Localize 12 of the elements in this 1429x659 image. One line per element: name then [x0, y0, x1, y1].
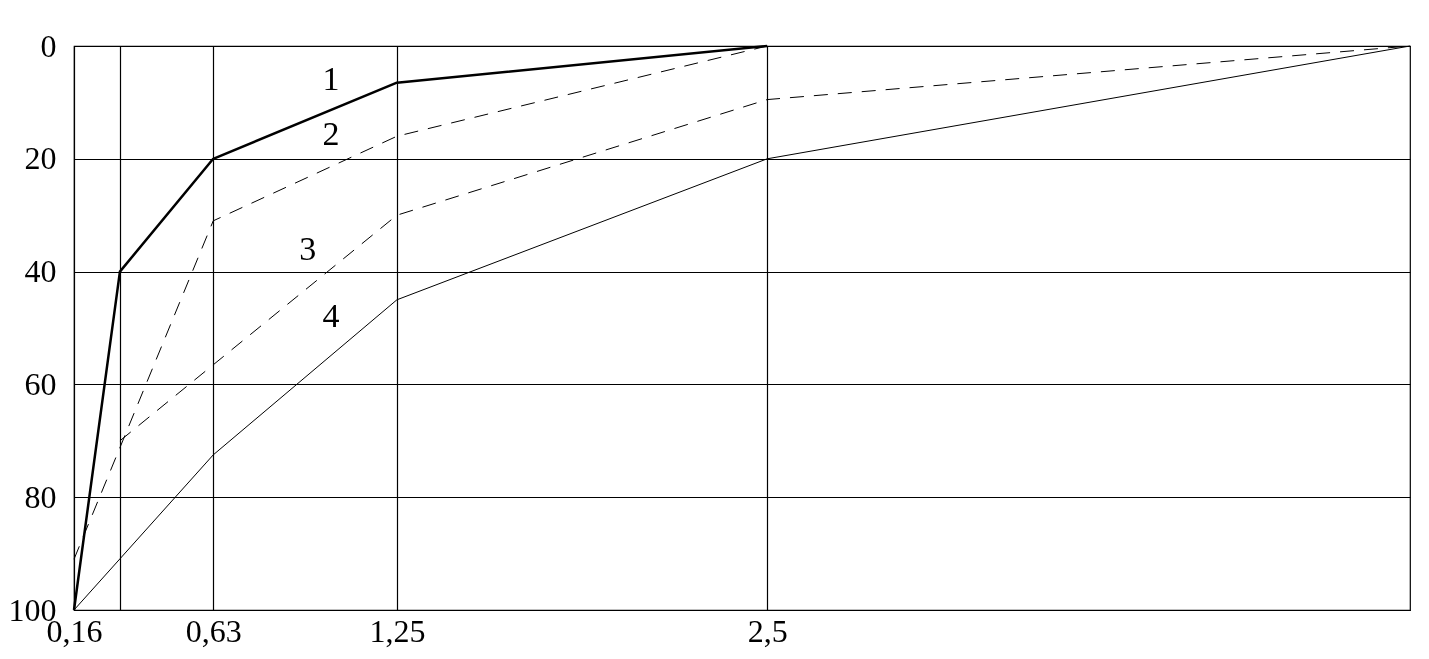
- y-tick-label: 80: [24, 478, 57, 515]
- series-label: 1: [322, 59, 340, 97]
- y-tick-label: 60: [24, 365, 57, 402]
- x-tick-label: 2,5: [747, 612, 788, 649]
- series-label: 3: [299, 229, 317, 267]
- series-label: 2: [322, 115, 340, 153]
- series-label: 4: [322, 296, 340, 334]
- x-tick-label: 0,63: [185, 612, 242, 649]
- y-tick-label: 40: [24, 253, 57, 290]
- y-tick-label: 20: [24, 140, 57, 177]
- x-tick-label: 1,25: [369, 612, 426, 649]
- y-tick-label: 0: [40, 27, 57, 64]
